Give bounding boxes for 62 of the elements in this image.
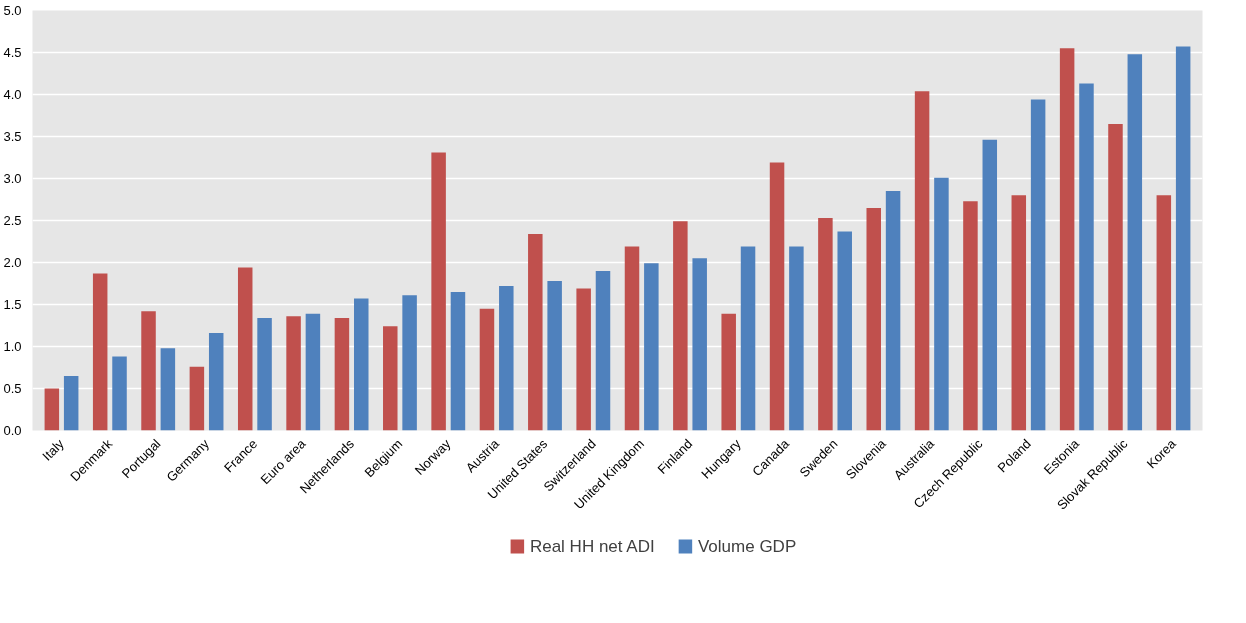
bar — [63, 375, 79, 431]
bar — [1108, 123, 1123, 431]
bar — [914, 91, 930, 431]
bar — [160, 348, 176, 431]
bar — [740, 246, 756, 431]
bar — [334, 317, 350, 431]
legend-label: Volume GDP — [697, 537, 797, 556]
bar — [528, 233, 543, 431]
y-tick-label: 1.5 — [3, 297, 22, 312]
bar — [402, 295, 417, 431]
bar — [644, 263, 659, 431]
bar — [479, 308, 495, 431]
y-tick-label: 0.0 — [3, 423, 22, 438]
bar — [934, 177, 949, 431]
legend-label: Real HH net ADI — [529, 537, 655, 556]
y-tick-label: 4.5 — [3, 45, 22, 60]
bar — [576, 288, 591, 431]
bar — [431, 152, 446, 431]
bar — [499, 286, 514, 431]
bar — [112, 356, 127, 431]
y-tick-label: 3.5 — [3, 129, 22, 144]
bar — [595, 270, 611, 431]
bar — [92, 273, 108, 431]
y-tick-label: 2.5 — [3, 213, 22, 228]
bar — [789, 246, 804, 431]
bar — [450, 291, 466, 431]
bar — [257, 317, 272, 431]
bar — [963, 201, 978, 431]
bar — [885, 191, 901, 431]
bar — [1156, 195, 1172, 431]
y-tick-label: 5.0 — [3, 3, 22, 18]
bar — [1011, 195, 1027, 431]
y-tick-label: 2.0 — [3, 255, 22, 270]
bar — [837, 231, 852, 431]
bar — [383, 326, 398, 431]
bar — [547, 280, 562, 431]
bar — [624, 246, 640, 431]
bar — [189, 366, 205, 431]
bar — [1127, 54, 1143, 431]
x-tick-label: Italy — [39, 435, 68, 464]
bar — [141, 311, 156, 431]
bar — [1030, 99, 1046, 431]
bar — [237, 267, 253, 431]
bar — [692, 258, 707, 431]
bar — [208, 333, 224, 431]
bar — [721, 313, 736, 431]
y-tick-label: 1.0 — [3, 339, 22, 354]
y-tick-label: 3.0 — [3, 171, 22, 186]
y-tick-label: 0.5 — [3, 381, 22, 396]
y-tick-label: 4.0 — [3, 87, 22, 102]
bar — [286, 316, 301, 431]
bar — [305, 313, 321, 431]
bar — [1175, 46, 1191, 431]
bar — [982, 139, 998, 431]
bar — [1059, 48, 1075, 431]
bar — [673, 221, 688, 431]
bar — [866, 207, 881, 431]
bar — [818, 217, 833, 431]
bar — [44, 388, 60, 431]
bar — [354, 298, 369, 431]
bar — [1079, 83, 1094, 431]
bar — [769, 162, 785, 431]
